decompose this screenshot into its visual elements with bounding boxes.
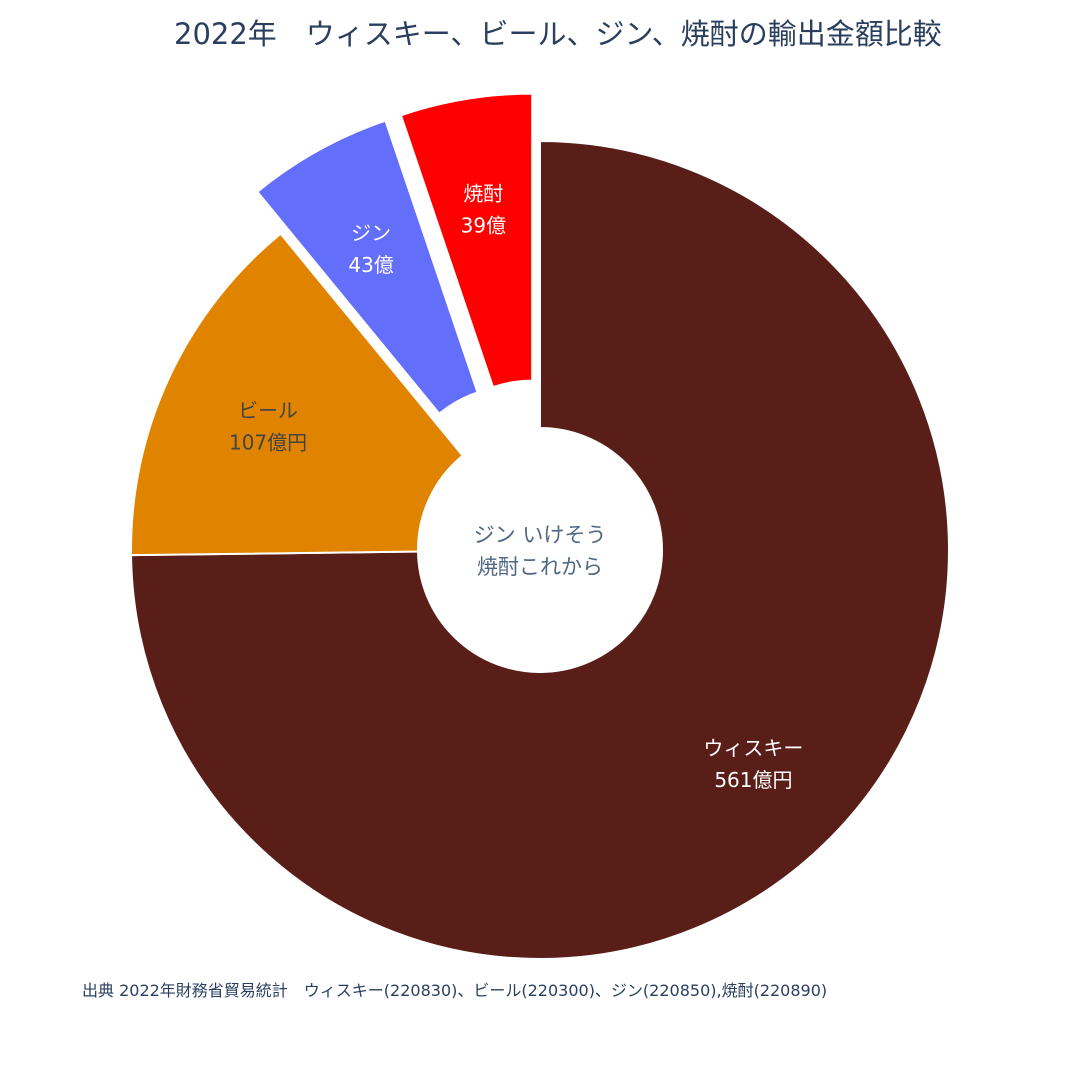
slice-label-name: 焼酎 — [463, 182, 503, 206]
slice-label-value: 39億 — [461, 214, 506, 238]
pie-slice — [399, 92, 534, 389]
source-note: 出典 2022年財務省貿易統計 ウィスキー(220830)、ビール(220300… — [82, 981, 827, 1000]
pie-slices — [130, 92, 950, 960]
pie-slice — [130, 232, 465, 557]
slice-label-name: ジン — [351, 221, 391, 245]
slice-label-name: ビール — [238, 398, 298, 422]
slice-label-value: 107億円 — [229, 430, 307, 454]
center-annotation-line-1: ジン いけそう — [474, 523, 607, 547]
slice-label-name: ウィスキー — [703, 736, 803, 760]
chart-title: 2022年 ウィスキー、ビール、ジン、焼酎の輸出金額比較 — [174, 17, 942, 51]
center-annotation-line-2: 焼酎これから — [477, 555, 603, 579]
pie-slice — [255, 119, 479, 416]
slice-labels: ウィスキー 561億円 ビール 107億円 ジン 43億 焼酎 39億 — [229, 182, 803, 792]
pie-slice — [130, 139, 950, 960]
slice-label-value: 561億円 — [714, 768, 792, 792]
slice-label-value: 43億 — [348, 253, 393, 277]
